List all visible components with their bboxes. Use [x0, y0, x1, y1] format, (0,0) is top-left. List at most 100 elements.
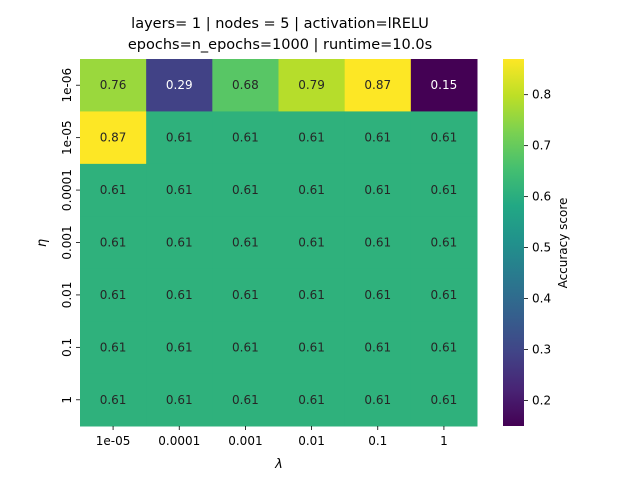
cell-value-label: 0.61: [431, 340, 458, 354]
colorbar-ticks: 0.2 0.3 0.4 0.5 0.6 0.7 0.8: [524, 88, 551, 408]
colorbar-tick-label: 0.3: [532, 343, 551, 357]
heatmap-cell: [410, 268, 478, 322]
colorbar-tick-label: 0.2: [532, 394, 551, 408]
cell-value-label: 0.87: [364, 78, 391, 92]
heatmap-cell: [278, 321, 346, 375]
heatmap-cell: [278, 111, 346, 165]
heatmap-cell: [212, 59, 279, 112]
heatmap-cell: [344, 59, 412, 112]
cell-value-label: 0.68: [232, 78, 259, 92]
cell-value-label: 0.76: [100, 78, 127, 92]
heatmap-cell: [146, 216, 213, 270]
cell-value-label: 0.61: [364, 340, 391, 354]
cell-value-label: 0.61: [298, 340, 325, 354]
heatmap-cell: [344, 163, 412, 217]
heatmap-cell: [146, 321, 213, 375]
cell-value-label: 0.87: [100, 131, 127, 145]
heatmap-cell: [344, 111, 412, 165]
heatmap-cell: [80, 321, 147, 375]
y-tick-label: 1: [60, 396, 74, 404]
y-axis-ticks: 1e-06 1e-05 0.0001 0.001 0.01 0.1 1: [60, 68, 80, 404]
heatmap-cell: [146, 373, 213, 427]
heatmap-cell: [80, 59, 147, 112]
heatmap-cell: [146, 268, 213, 322]
cell-value-label: 0.61: [166, 183, 193, 197]
x-tick-label: 0.01: [298, 434, 325, 448]
cell-value-label: 0.61: [298, 288, 325, 302]
cell-value-label: 0.61: [100, 288, 127, 302]
heatmap-cell: [278, 59, 346, 112]
heatmap-cell: [410, 163, 478, 217]
cell-value-label: 0.61: [232, 393, 259, 407]
x-tick-label: 0.1: [368, 434, 387, 448]
heatmap-cells: 0.76 0.29 0.68 0.79 0.87 0.15 0.87 0.61 0.61 0.61…: [80, 59, 478, 427]
cell-value-label: 0.61: [298, 236, 325, 250]
cell-value-label: 0.61: [364, 131, 391, 145]
cell-value-label: 0.79: [298, 78, 325, 92]
y-tick-label: 0.1: [60, 338, 74, 357]
x-axis-ticks: 1e-05 0.0001 0.001 0.01 0.1 1: [96, 426, 448, 448]
cell-value-label: 0.61: [431, 131, 458, 145]
cell-value-label: 0.29: [166, 78, 193, 92]
x-tick-label: 1e-05: [96, 434, 131, 448]
heatmap-cell: [212, 268, 279, 322]
cell-value-label: 0.61: [232, 183, 259, 197]
cell-value-label: 0.61: [232, 340, 259, 354]
heatmap-cell: [410, 373, 478, 427]
heatmap-cell: [278, 373, 346, 427]
cell-value-label: 0.61: [166, 393, 193, 407]
heatmap-cell: [344, 216, 412, 270]
chart-title-line-2: epochs=n_epochs=1000 | runtime=10.0s: [128, 37, 432, 53]
cell-value-label: 0.61: [364, 288, 391, 302]
cell-value-label: 0.61: [431, 288, 458, 302]
heatmap-cell: [410, 111, 478, 165]
cell-value-label: 0.61: [166, 131, 193, 145]
chart-title-line-1: layers= 1 | nodes = 5 | activation=lRELU: [131, 16, 429, 32]
heatmap-cell: [80, 163, 147, 217]
heatmap-cell: [212, 163, 279, 217]
colorbar-tick-label: 0.4: [532, 292, 551, 306]
heatmap-cell: [278, 163, 346, 217]
cell-value-label: 0.61: [100, 393, 127, 407]
cell-value-label: 0.61: [100, 340, 127, 354]
x-tick-label: 0.001: [228, 434, 262, 448]
heatmap-cell: [212, 373, 279, 427]
x-tick-label: 0.0001: [158, 434, 200, 448]
cell-value-label: 0.61: [232, 131, 259, 145]
heatmap-cell: [278, 216, 346, 270]
y-tick-label: 0.001: [60, 225, 74, 259]
heatmap-cell: [278, 268, 346, 322]
heatmap-cell: [212, 216, 279, 270]
cell-value-label: 0.61: [166, 288, 193, 302]
colorbar-tick-label: 0.5: [532, 241, 551, 255]
cell-value-label: 0.61: [232, 236, 259, 250]
colorbar-tick-label: 0.8: [532, 88, 551, 102]
colorbar-label: Accuracy score: [556, 198, 570, 289]
cell-value-label: 0.61: [100, 183, 127, 197]
heatmap-cell: [212, 111, 279, 165]
cell-value-label: 0.61: [100, 236, 127, 250]
heatmap-cell: [410, 59, 478, 112]
y-tick-label: 1e-05: [60, 120, 74, 155]
heatmap-cell: [410, 216, 478, 270]
heatmap-cell: [80, 268, 147, 322]
cell-value-label: 0.15: [431, 78, 458, 92]
y-tick-label: 1e-06: [60, 68, 74, 103]
y-tick-label: 0.0001: [60, 169, 74, 211]
heatmap-cell: [146, 111, 213, 165]
y-tick-label: 0.01: [60, 282, 74, 309]
heatmap-cell: [344, 373, 412, 427]
heatmap-cell: [410, 321, 478, 375]
colorbar: [503, 59, 524, 426]
colorbar-tick-label: 0.6: [532, 190, 551, 204]
heatmap-cell: [146, 59, 213, 112]
x-axis-label: λ: [274, 457, 283, 472]
cell-value-label: 0.61: [232, 288, 259, 302]
heatmap-cell: [80, 216, 147, 270]
cell-value-label: 0.61: [431, 236, 458, 250]
cell-value-label: 0.61: [364, 236, 391, 250]
y-axis-label: η: [35, 239, 50, 247]
cell-value-label: 0.61: [166, 340, 193, 354]
cell-value-label: 0.61: [298, 393, 325, 407]
